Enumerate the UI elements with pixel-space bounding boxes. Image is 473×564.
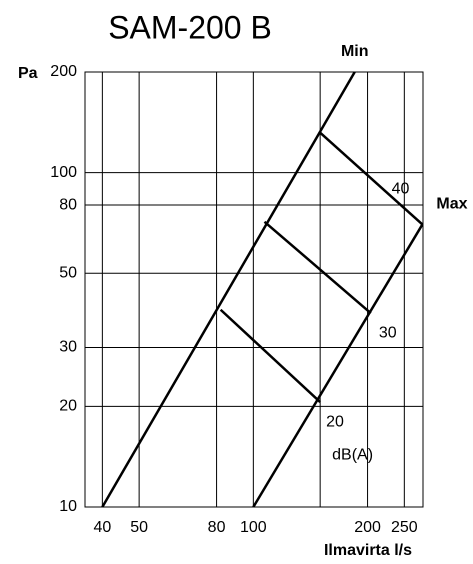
chart-title: SAM-200 B — [108, 9, 272, 45]
x-tick-label: 100 — [240, 519, 267, 536]
series-label: 40 — [392, 181, 410, 198]
series-label: 30 — [379, 324, 397, 341]
y-tick-label: 30 — [59, 339, 77, 356]
y-axis-label: Pa — [18, 65, 38, 82]
x-axis-label: Ilmavirta l/s — [324, 542, 412, 559]
series-line — [219, 308, 322, 403]
y-tick-label: 10 — [59, 498, 77, 515]
y-tick-label: 200 — [50, 63, 77, 80]
y-tick-label: 100 — [50, 164, 77, 181]
series-label: Min — [341, 43, 369, 60]
x-tick-label: 250 — [391, 519, 418, 536]
series-line — [319, 131, 424, 226]
series-line — [101, 71, 356, 508]
y-tick-label: 20 — [59, 398, 77, 415]
series-line — [263, 220, 372, 315]
x-tick-label: 50 — [130, 519, 148, 536]
y-tick-label: 80 — [59, 196, 77, 213]
plot-frame — [84, 71, 424, 508]
series-label: 20 — [326, 413, 344, 430]
series-label: Max — [436, 196, 467, 213]
x-tick-label: 40 — [93, 519, 111, 536]
x-tick-label: 200 — [354, 519, 381, 536]
annotation: dB(A) — [332, 446, 373, 463]
series-line — [252, 223, 424, 508]
x-tick-label: 80 — [208, 519, 226, 536]
y-tick-label: 50 — [59, 265, 77, 282]
